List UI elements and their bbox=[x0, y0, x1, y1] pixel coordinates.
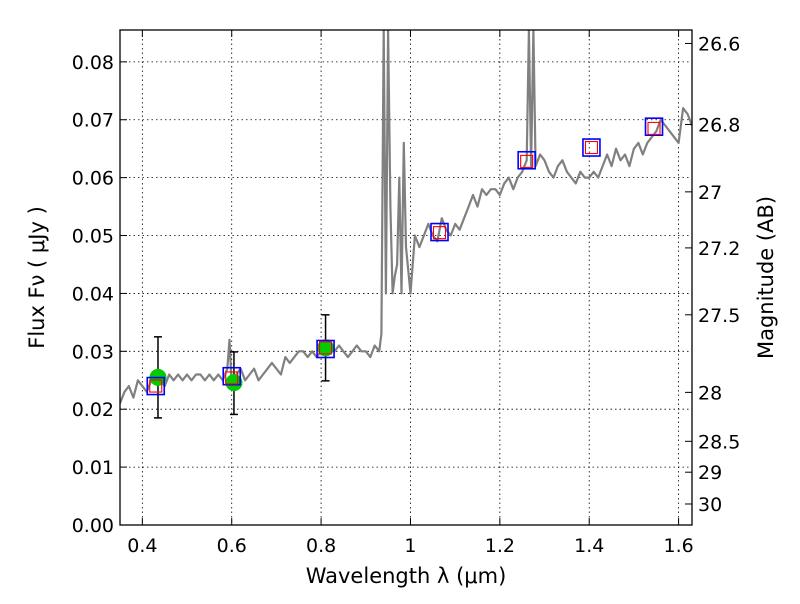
x-tick-label: 0.6 bbox=[217, 535, 247, 557]
y-tick-label: 0.05 bbox=[72, 226, 114, 248]
data-layer bbox=[120, 30, 692, 419]
y-tick-label: 0.00 bbox=[72, 515, 114, 537]
tick-layer: 0.4 0.6 0.8 1 1.2 1.4 1.6 0.00 0.01 0.02 0.03 0.04 0… bbox=[72, 30, 740, 557]
grid-layer bbox=[120, 30, 692, 525]
y2-tick-label: 26.6 bbox=[698, 33, 740, 55]
observed-photometry-square bbox=[146, 376, 166, 396]
x-axis-title: Wavelength λ (μm) bbox=[306, 564, 507, 588]
y-tick-label: 0.02 bbox=[72, 399, 114, 421]
y2-tick-label: 26.8 bbox=[698, 114, 740, 136]
spectrum-line bbox=[120, 30, 692, 404]
model-photometry-square bbox=[149, 379, 163, 393]
y2-tick-label: 27.2 bbox=[698, 238, 740, 260]
observed-photometry-square bbox=[430, 222, 449, 242]
model-photometry-square bbox=[584, 140, 599, 155]
y-tick-label: 0.01 bbox=[72, 457, 114, 479]
model-photometry-square bbox=[647, 121, 661, 135]
y2-tick-label: 28 bbox=[698, 382, 722, 404]
y2-tick-label: 30 bbox=[698, 494, 722, 516]
y-tick-label: 0.08 bbox=[72, 52, 114, 74]
observed-photometry-square bbox=[517, 150, 536, 170]
y-tick-label: 0.07 bbox=[72, 110, 114, 132]
observed-photometry-square bbox=[316, 339, 335, 359]
y-tick-label: 0.04 bbox=[72, 283, 114, 305]
y-tick-label: 0.06 bbox=[72, 168, 114, 190]
y2-tick-label: 28.5 bbox=[698, 431, 740, 453]
model-photometry-square bbox=[319, 341, 333, 355]
x-tick-label: 1.2 bbox=[485, 535, 515, 557]
model-photometry-square bbox=[225, 371, 239, 385]
y2-axis-title: Magnitude (AB) bbox=[754, 196, 778, 359]
observed-photometry-square bbox=[582, 138, 601, 157]
plot-frame bbox=[119, 29, 693, 526]
y2-tick-label: 27 bbox=[698, 182, 722, 204]
x-tick-label: 0.8 bbox=[306, 535, 336, 557]
x-tick-label: 1.4 bbox=[574, 535, 604, 557]
x-tick-label: 1 bbox=[404, 535, 416, 557]
x-tick-label: 0.4 bbox=[127, 535, 157, 557]
y2-tick-label: 27.5 bbox=[698, 305, 740, 327]
x-tick-label: 1.6 bbox=[663, 535, 693, 557]
y2-tick-label: 29 bbox=[698, 462, 722, 484]
observed-photometry-square bbox=[222, 366, 242, 386]
y-tick-label: 0.03 bbox=[72, 341, 114, 363]
model-photometry-square bbox=[520, 154, 534, 168]
model-photometry-square bbox=[432, 226, 447, 240]
observed-photometry-square bbox=[644, 117, 664, 136]
y-axis-title: Flux Fν ( μJy ) bbox=[25, 206, 49, 349]
